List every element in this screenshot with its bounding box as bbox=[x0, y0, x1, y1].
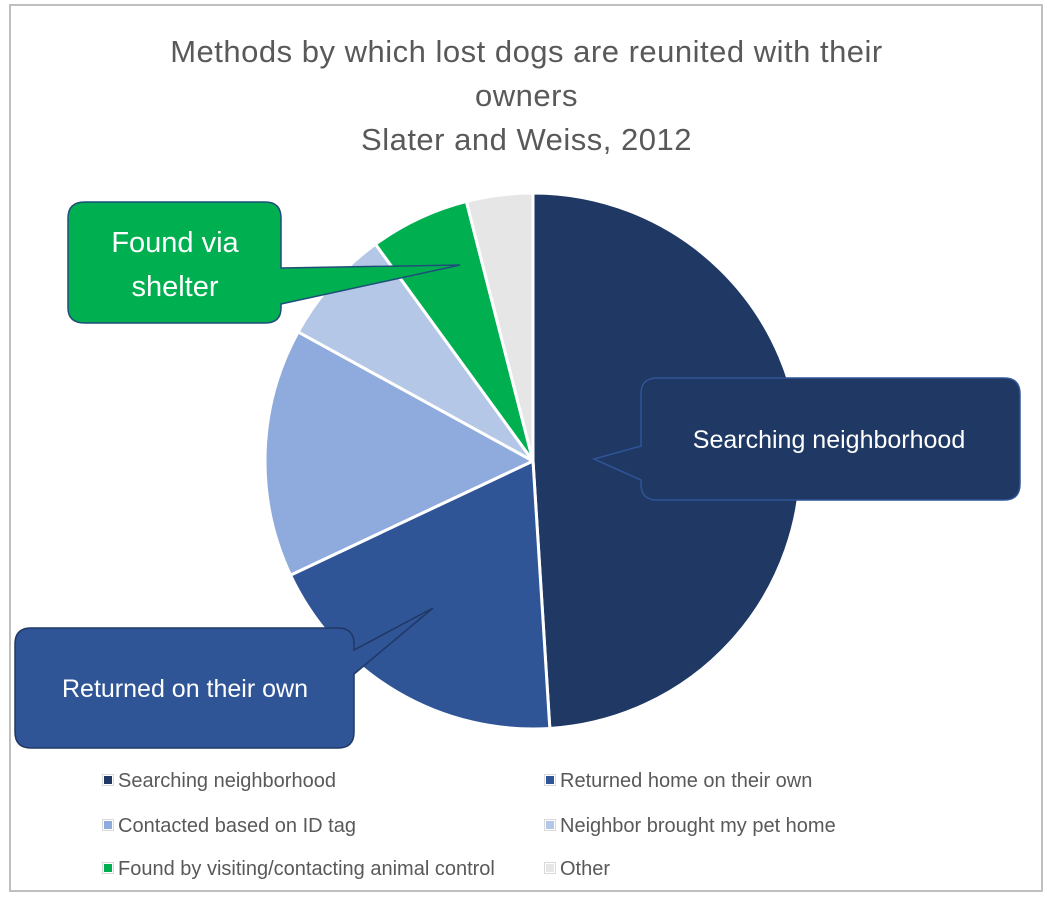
pie-slice-returned-home-on-their-own bbox=[289, 459, 552, 731]
legend-swatch bbox=[544, 818, 556, 831]
legend-item-returned-home: Returned home on their own bbox=[544, 769, 812, 793]
legend-label: Found by visiting/contacting animal cont… bbox=[118, 858, 495, 880]
callout-searching-text: Searching neighborhood bbox=[693, 426, 965, 454]
legend-label: Searching neighborhood bbox=[118, 770, 336, 792]
legend-label: Other bbox=[560, 858, 611, 880]
legend-swatch bbox=[102, 818, 114, 831]
chart-title-line-3: Slater and Weiss, 2012 bbox=[361, 122, 692, 157]
callout-shelter-bubble bbox=[67, 201, 461, 324]
legend-item-neighbor: Neighbor brought my pet home bbox=[544, 814, 836, 838]
callout-shelter-line-2: shelter bbox=[131, 271, 218, 303]
pie-slice-contacted-based-on-id-tag bbox=[263, 330, 535, 577]
legend-label: Contacted based on ID tag bbox=[118, 815, 356, 837]
legend-swatch bbox=[544, 773, 556, 786]
legend-swatch bbox=[544, 861, 556, 874]
chart-title-line-1: Methods by which lost dogs are reunited … bbox=[170, 34, 883, 69]
legend-swatch bbox=[102, 861, 114, 874]
legend-label: Neighbor brought my pet home bbox=[560, 815, 836, 837]
callout-searching: Searching neighborhood bbox=[591, 377, 1021, 501]
legend-item-searching-neighborhood: Searching neighborhood bbox=[102, 769, 336, 793]
callout-shelter: Found via shelter bbox=[67, 201, 461, 324]
pie-slice-other bbox=[464, 191, 535, 463]
legend-swatch bbox=[102, 773, 114, 786]
legend-item-animal-control: Found by visiting/contacting animal cont… bbox=[102, 857, 495, 881]
legend-item-other: Other bbox=[544, 857, 610, 881]
chart-title-line-2: owners bbox=[475, 78, 578, 113]
callout-returned: Returned on their own bbox=[14, 607, 434, 749]
legend-item-id-tag: Contacted based on ID tag bbox=[102, 814, 356, 838]
callout-returned-bubble bbox=[14, 607, 434, 749]
legend-label: Returned home on their own bbox=[560, 770, 813, 792]
callout-searching-bubble bbox=[591, 377, 1021, 501]
chart-title: Methods by which lost dogs are reunited … bbox=[0, 30, 1053, 162]
callout-returned-text: Returned on their own bbox=[62, 675, 308, 703]
callout-shelter-line-1: Found via bbox=[111, 227, 239, 259]
